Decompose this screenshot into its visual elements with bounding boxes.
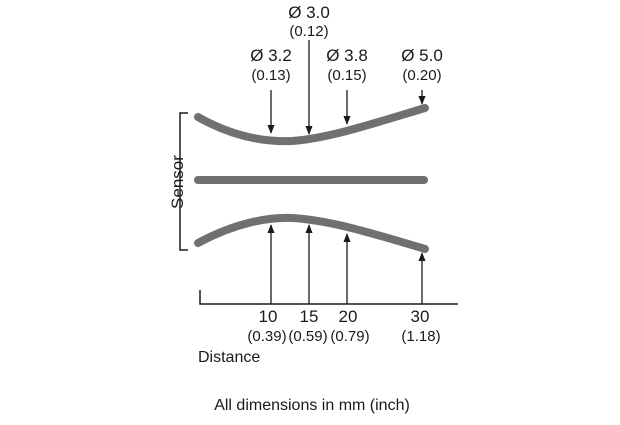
beam-upper-edge: [194, 104, 429, 146]
beam-lower-edge: [194, 213, 429, 253]
distance-sub-10: (0.39): [247, 328, 286, 345]
distance-label-20: 20: [339, 307, 358, 326]
distance-axis: [199, 290, 458, 305]
distance-label-30: 30: [411, 307, 430, 326]
diameter-sub-5.0: (0.20): [402, 67, 441, 84]
diameter-label-3.0: Ø 3.0: [288, 3, 330, 22]
footer-note: All dimensions in mm (inch): [214, 397, 410, 414]
distance-label-15: 15: [300, 307, 319, 326]
axis-label-distance: Distance: [198, 349, 260, 366]
diameter-label-3.8: Ø 3.8: [326, 46, 368, 65]
distance-sub-20: (0.79): [330, 328, 369, 345]
sensor-label: Sensor: [168, 155, 187, 209]
diameter-sub-3.0: (0.12): [289, 23, 328, 40]
diameter-sub-3.8: (0.15): [327, 67, 366, 84]
distance-label-10: 10: [259, 307, 278, 326]
distance-sub-15: (0.59): [288, 328, 327, 345]
sensor-bracket: [179, 112, 188, 251]
distance-sub-30: (1.18): [401, 328, 440, 345]
diameter-label-5.0: Ø 5.0: [401, 46, 443, 65]
diameter-label-3.2: Ø 3.2: [250, 46, 292, 65]
diameter-sub-3.2: (0.13): [251, 67, 290, 84]
